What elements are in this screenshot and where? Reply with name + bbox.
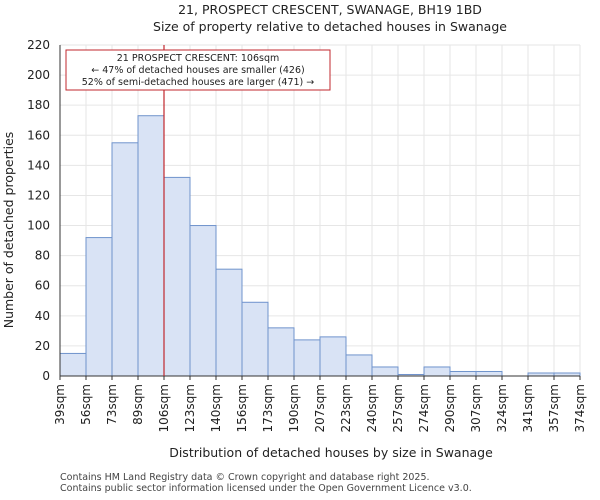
x-tick-label: 223sqm (339, 384, 353, 432)
x-tick-label: 73sqm (105, 384, 119, 425)
x-tick-label: 207sqm (313, 384, 327, 432)
bar (475, 370, 503, 377)
bar (85, 237, 113, 377)
bar (137, 115, 165, 377)
annotation-line: 52% of semi-detached houses are larger (… (82, 77, 315, 88)
y-axis-label: Number of detached properties (1, 132, 16, 329)
bar (423, 366, 451, 377)
x-tick-label: 89sqm (131, 384, 145, 425)
bar (267, 327, 295, 377)
bar (319, 336, 347, 377)
bar (163, 176, 191, 377)
x-tick-label: 240sqm (365, 384, 379, 432)
y-tick-label: 80 (35, 249, 50, 263)
x-tick-label: 307sqm (469, 384, 483, 432)
annotation-line: 21 PROSPECT CRESCENT: 106sqm (117, 53, 280, 64)
annotation-line: ← 47% of detached houses are smaller (42… (91, 65, 304, 76)
x-tick-label: 374sqm (573, 384, 587, 432)
x-tick-label: 257sqm (391, 384, 405, 432)
x-tick-label: 106sqm (157, 384, 171, 432)
y-tick-label: 0 (42, 369, 50, 383)
bars (59, 115, 581, 377)
axes: 0 20 40 60 80 100 120 140 160 180 200 220 39sqm 56sqm… (27, 38, 587, 432)
y-tick-label: 220 (27, 38, 50, 52)
x-axis-label: Distribution of detached houses by size … (169, 445, 493, 460)
bar (293, 339, 321, 377)
x-tick-label: 56sqm (79, 384, 93, 425)
x-tick-label: 123sqm (183, 384, 197, 432)
bar (371, 366, 399, 377)
x-tick-label: 357sqm (547, 384, 561, 432)
footer-line-2: Contains public sector information licen… (60, 483, 472, 494)
annotation-box: 21 PROSPECT CRESCENT: 106sqm← 47% of det… (65, 49, 331, 91)
annotation-frame (65, 49, 331, 91)
x-tick-label: 341sqm (521, 384, 535, 432)
bar (111, 142, 139, 377)
x-tick-label: 156sqm (235, 384, 249, 432)
y-tick-label: 60 (35, 279, 50, 293)
footer-line-1: Contains HM Land Registry data © Crown c… (60, 472, 430, 483)
x-tick-label: 290sqm (443, 384, 457, 432)
y-tick-label: 180 (27, 98, 50, 112)
bar (59, 352, 87, 377)
bar (215, 268, 243, 377)
bar (345, 354, 373, 377)
y-tick-label: 200 (27, 68, 50, 82)
y-tick-label: 40 (35, 309, 50, 323)
chart-title: 21, PROSPECT CRESCENT, SWANAGE, BH19 1BD (178, 2, 482, 17)
y-tick-label: 100 (27, 219, 50, 233)
x-tick-label: 190sqm (287, 384, 301, 432)
y-tick-label: 140 (27, 158, 50, 172)
histogram-chart: 21, PROSPECT CRESCENT, SWANAGE, BH19 1BD… (1, 2, 587, 460)
x-tick-label: 324sqm (495, 384, 509, 432)
bar (449, 370, 477, 377)
bar (241, 301, 269, 377)
y-tick-label: 120 (27, 188, 50, 202)
y-tick-label: 20 (35, 339, 50, 353)
chart-subtitle: Size of property relative to detached ho… (153, 19, 507, 34)
x-tick-label: 39sqm (53, 384, 67, 425)
x-tick-label: 173sqm (261, 384, 275, 432)
x-tick-label: 274sqm (417, 384, 431, 432)
bar (189, 225, 217, 377)
x-tick-label: 140sqm (209, 384, 223, 432)
y-tick-label: 160 (27, 128, 50, 142)
